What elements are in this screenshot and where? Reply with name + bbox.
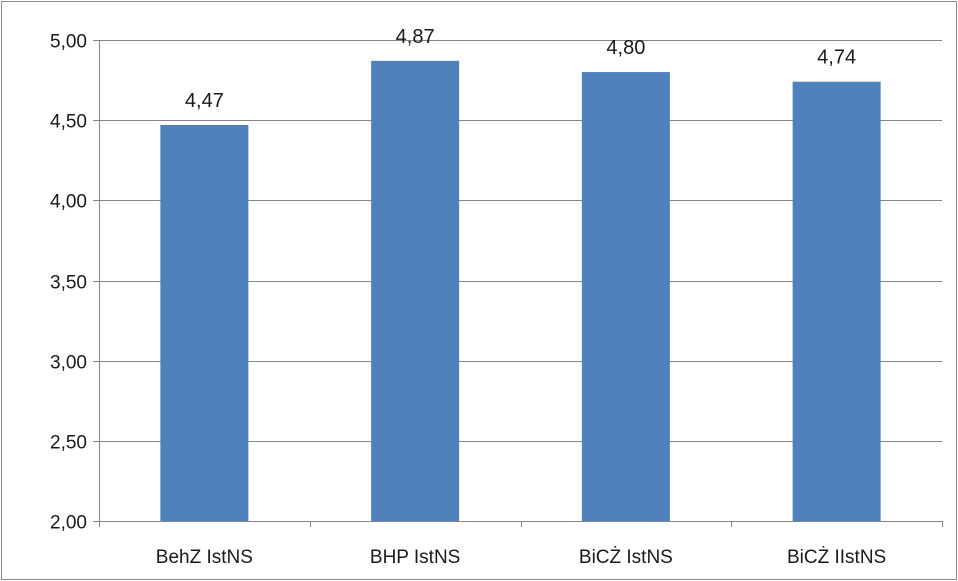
x-category-label: BiCŻ IIstNS — [787, 547, 886, 568]
y-tick-label: 4,00 — [50, 192, 87, 213]
x-axis-category-labels: BehZ IstNS BHP IstNS BiCŻ IstNS BiCŻ IIstNS — [156, 547, 886, 568]
bars — [160, 60, 881, 522]
y-tick-label: 5,00 — [50, 32, 87, 53]
x-category-label: BehZ IstNS — [156, 547, 253, 568]
y-tick-label: 4,50 — [50, 112, 87, 133]
bar-data-label: 4,87 — [396, 26, 435, 48]
bar — [792, 81, 881, 521]
x-category-label: BHP IstNS — [370, 547, 460, 568]
axes — [93, 40, 943, 527]
y-tick-label: 3,00 — [50, 353, 87, 374]
data-labels: 4,47 4,87 4,80 4,74 — [185, 26, 856, 112]
bar — [160, 124, 249, 521]
bar-data-label: 4,74 — [817, 47, 856, 69]
y-tick-label: 2,00 — [50, 513, 87, 534]
bar — [581, 72, 670, 522]
bar — [371, 60, 460, 522]
x-category-label: BiCŻ IstNS — [579, 547, 673, 568]
y-tick-label: 2,50 — [50, 433, 87, 454]
bar-data-label: 4,80 — [606, 37, 645, 59]
y-tick-label: 3,50 — [50, 273, 87, 294]
bar-data-label: 4,47 — [185, 90, 224, 112]
y-axis-tick-labels: 2,00 2,50 3,00 3,50 4,00 4,50 5,00 — [50, 32, 87, 534]
